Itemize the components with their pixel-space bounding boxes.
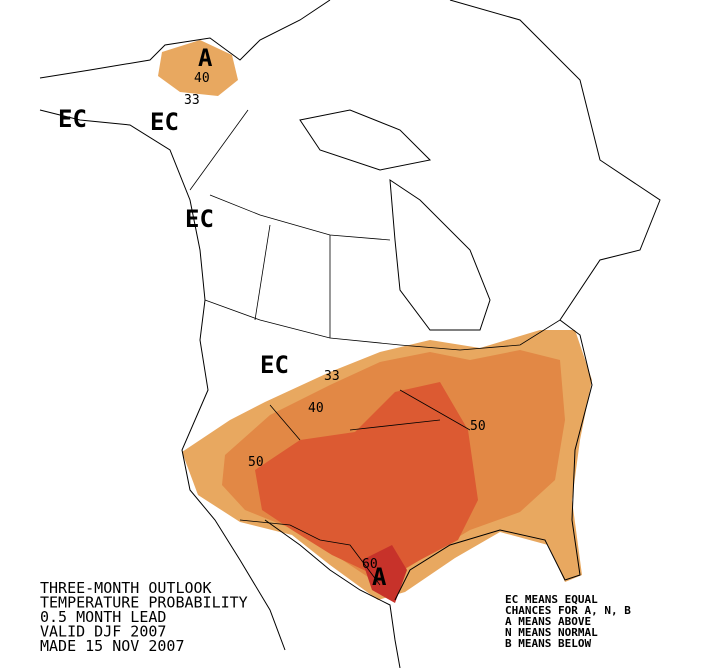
legend-line: A MEANS ABOVE bbox=[505, 615, 591, 628]
coastline bbox=[299, 109, 432, 171]
region-label: EC bbox=[150, 108, 179, 136]
coastline bbox=[389, 179, 491, 331]
shading bbox=[158, 40, 592, 603]
border bbox=[189, 109, 249, 191]
title-line: VALID DJF 2007 bbox=[40, 623, 166, 641]
border bbox=[239, 519, 381, 586]
borders bbox=[189, 109, 561, 586]
region-label: A bbox=[198, 44, 213, 72]
contour-label: 33 bbox=[324, 369, 340, 384]
border bbox=[254, 224, 471, 441]
contour-label: 50 bbox=[248, 455, 264, 470]
title-line: MADE 15 NOV 2007 bbox=[40, 637, 185, 655]
region-label: EC bbox=[260, 351, 289, 379]
coastline bbox=[264, 519, 401, 668]
border bbox=[209, 194, 391, 241]
legend-line: N MEANS NORMAL bbox=[505, 626, 598, 639]
legend-line: B MEANS BELOW bbox=[505, 637, 591, 650]
title-line: TEMPERATURE PROBABILITY bbox=[40, 594, 248, 612]
title-line: THREE-MONTH OUTLOOK bbox=[40, 579, 212, 597]
legend-line: CHANCES FOR A, N, B bbox=[505, 604, 631, 617]
coastlines bbox=[39, 0, 661, 668]
region-label: EC bbox=[58, 105, 87, 133]
coastline bbox=[39, 109, 286, 651]
border bbox=[204, 299, 561, 351]
region-label: EC bbox=[185, 205, 214, 233]
contour-label: 60 bbox=[362, 557, 378, 572]
contour-label: 40 bbox=[194, 71, 210, 86]
legend-line: EC MEANS EQUAL bbox=[505, 593, 598, 606]
contour-label: 50 bbox=[470, 419, 486, 434]
coastline bbox=[394, 0, 661, 601]
title-line: 0.5 MONTH LEAD bbox=[40, 608, 166, 626]
coastline bbox=[39, 0, 331, 79]
contour-label: 40 bbox=[308, 401, 324, 416]
region-label: A bbox=[372, 563, 387, 591]
contour-label: 33 bbox=[184, 93, 200, 108]
